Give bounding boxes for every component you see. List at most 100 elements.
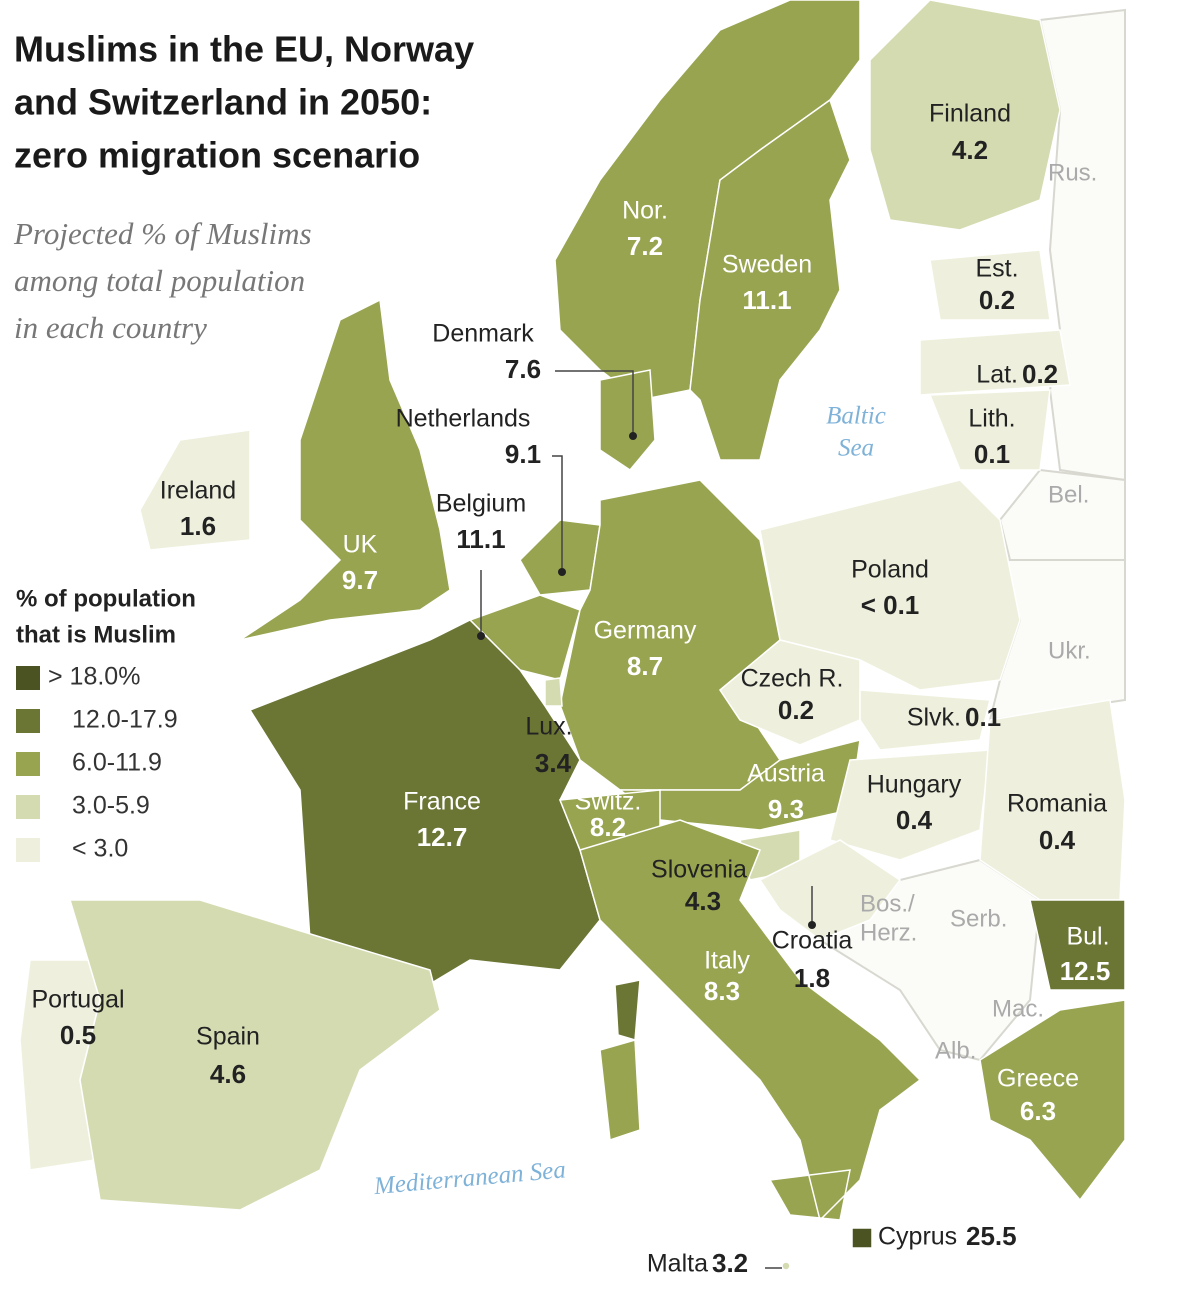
country-value: 0.2: [778, 695, 814, 725]
country-name: Nor.: [622, 197, 668, 225]
country-name: Romania: [1007, 790, 1107, 818]
country-shape: [869, 0, 1061, 231]
other-label: Bos./: [860, 890, 915, 917]
leader-dot: [558, 568, 566, 576]
country-value: 7.6: [505, 354, 541, 384]
country-value: 4.6: [210, 1059, 246, 1089]
country-name: Slovenia: [651, 856, 747, 884]
country-shape: [68, 899, 441, 1211]
legend-swatch: [16, 666, 40, 690]
legend-label: < 3.0: [72, 835, 128, 863]
title: Muslims in the EU, Norway and Switzerlan…: [13, 29, 474, 346]
country-value: 11.1: [742, 285, 791, 315]
other-label: Alb.: [935, 1037, 976, 1064]
country-value: 0.1: [965, 702, 1001, 732]
leader-dot: [477, 632, 485, 640]
other-label: Rus.: [1048, 159, 1097, 186]
country-shape: [859, 689, 991, 751]
country-name: Austria: [747, 760, 825, 788]
country-value: 12.7: [417, 822, 468, 852]
country-value: 9.1: [505, 439, 541, 469]
country-value: 3.4: [535, 748, 572, 778]
country-name: Sweden: [722, 251, 812, 279]
country-value: 0.2: [979, 285, 1015, 315]
country-value: 0.4: [1039, 825, 1076, 855]
leader-line: [552, 455, 563, 572]
legend: % of population that is Muslim > 18.0% 12…: [16, 585, 196, 863]
legend-swatch: [16, 752, 40, 776]
country-value: 25.5: [966, 1221, 1017, 1251]
country-shape: [929, 249, 1051, 321]
legend-items: > 18.0% 12.0-17.9 6.0-11.9 3.0-5.9 < 3.0: [16, 663, 178, 863]
other-label: Mac.: [992, 995, 1044, 1022]
country-shape: [519, 519, 601, 596]
country-name: Spain: [196, 1023, 260, 1051]
country-value: 4.2: [952, 135, 988, 165]
country-name: Finland: [929, 100, 1011, 128]
country-value: 12.5: [1060, 956, 1111, 986]
country-value: 0.5: [60, 1020, 96, 1050]
title-line: Muslims in the EU, Norway: [14, 29, 474, 70]
legend-swatch: [16, 795, 40, 819]
legend-swatch: [16, 709, 40, 733]
legend-label: 12.0-17.9: [72, 706, 178, 734]
country-value: 0.4: [896, 805, 933, 835]
country-shape: [979, 999, 1126, 1202]
country-value: 8.3: [704, 976, 740, 1006]
country-name: Cyprus: [878, 1223, 957, 1251]
country-value: 1.8: [794, 963, 830, 993]
sea-label: Mediterranean Sea: [372, 1156, 567, 1200]
country-name: Ireland: [160, 477, 236, 505]
country-value: 8.2: [590, 812, 626, 842]
country-name: Belgium: [436, 490, 526, 518]
country-name: Netherlands: [396, 405, 531, 433]
legend-label: 6.0-11.9: [72, 749, 162, 777]
title-line: and Switzerland in 2050:: [14, 82, 432, 123]
country-shape: [851, 1227, 873, 1249]
country-name: Italy: [704, 947, 750, 975]
country-name: Slvk.: [907, 704, 961, 732]
country-value: 1.6: [180, 511, 216, 541]
other-label: Herz.: [860, 919, 917, 946]
leader-dot: [808, 921, 816, 929]
title-line: zero migration scenario: [14, 135, 420, 176]
country-value: 8.7: [627, 651, 663, 681]
country-shape: [599, 369, 656, 471]
country-name: Greece: [997, 1065, 1079, 1093]
legend-title: % of population: [16, 585, 196, 612]
legend-label: > 18.0%: [48, 663, 140, 691]
country-shape: [928, 389, 1051, 471]
leader-dot: [629, 432, 637, 440]
country-shape: [554, 0, 861, 401]
country-name: Malta: [647, 1250, 708, 1278]
subtitle-line: Projected % of Muslims: [13, 216, 312, 251]
country-shape: [579, 819, 922, 1222]
other-label: Serb.: [950, 905, 1007, 932]
country-shape: [689, 98, 851, 461]
country-name: Poland: [851, 556, 929, 584]
legend-title: that is Muslim: [16, 621, 176, 648]
subtitle-line: in each country: [14, 310, 207, 345]
sea-label: Sea: [838, 435, 874, 462]
country-shape: [1029, 899, 1126, 991]
country-shape: [781, 1261, 791, 1271]
country-shape: [239, 298, 451, 641]
subtitle-line: among total population: [14, 263, 305, 298]
country-name: UK: [343, 531, 378, 559]
country-shape: [758, 839, 902, 941]
country-value: 7.2: [627, 231, 663, 261]
country-name: Czech R.: [741, 665, 844, 693]
country-name: France: [403, 788, 481, 816]
leader-line: [555, 370, 634, 436]
country-name: Lux.: [525, 713, 572, 741]
country-name: Croatia: [772, 927, 853, 955]
country-name: Switz.: [575, 788, 642, 816]
legend-label: 3.0-5.9: [72, 792, 150, 820]
country-name: Denmark: [432, 320, 534, 348]
country-shape: [139, 429, 251, 551]
country-shape: [544, 677, 563, 707]
country-value: 6.3: [1020, 1096, 1056, 1126]
country-value: < 0.1: [861, 590, 920, 620]
